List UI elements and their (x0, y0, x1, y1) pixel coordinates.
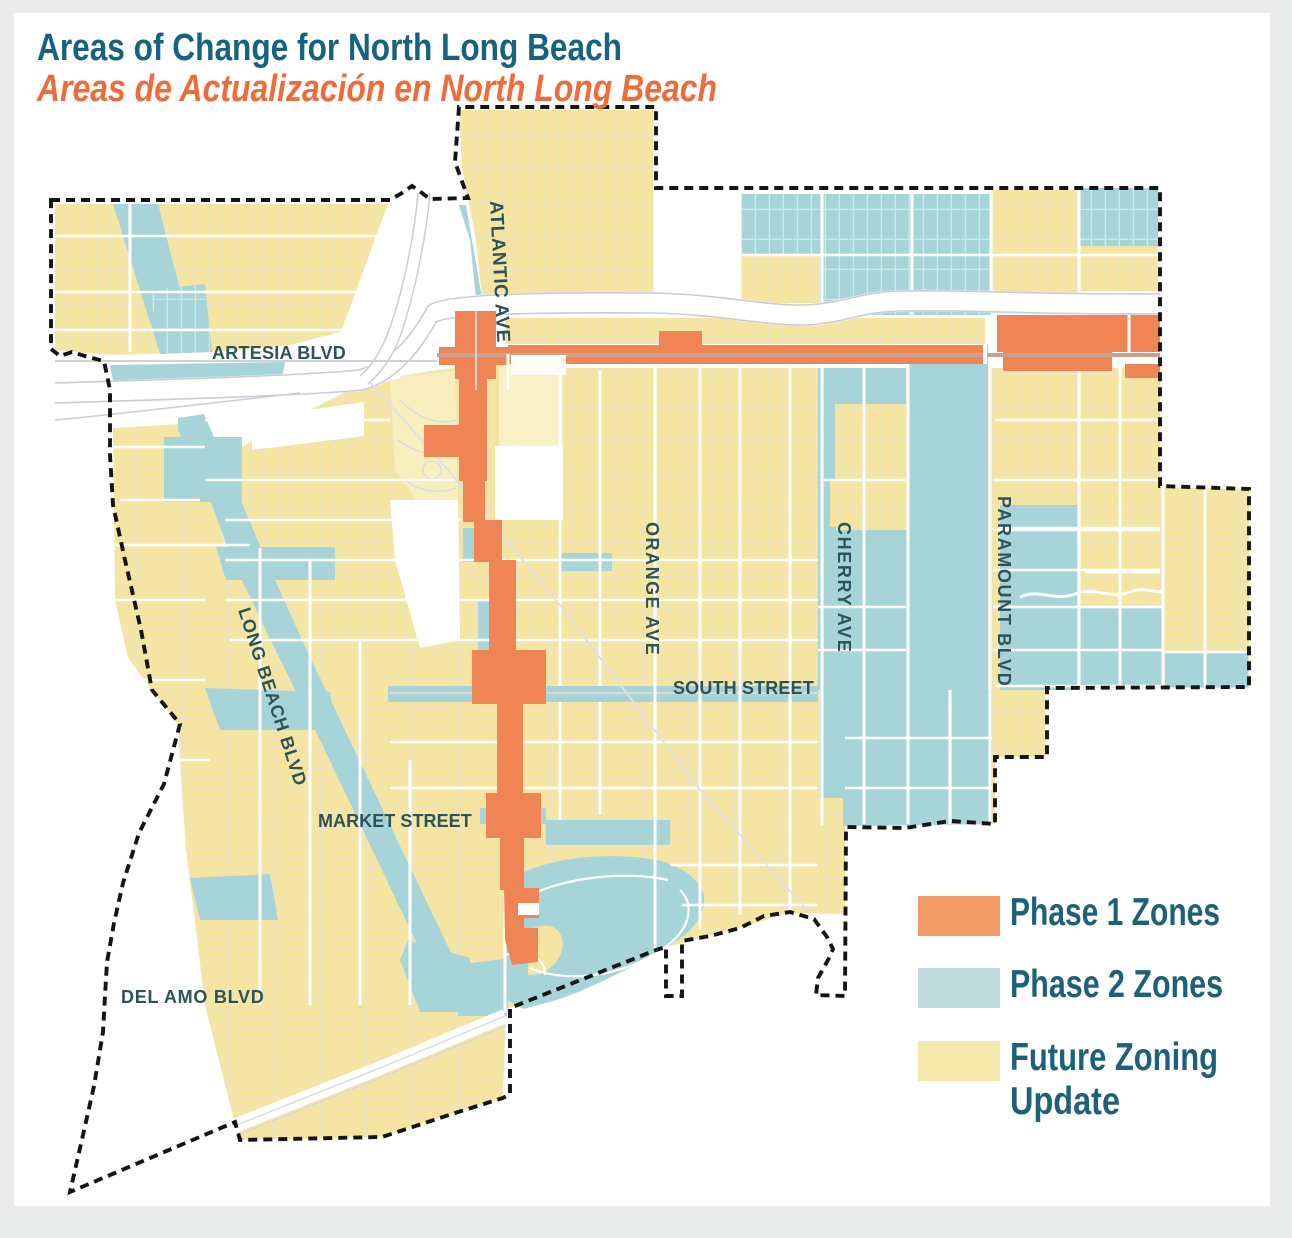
svg-text:ARTESIA BLVD: ARTESIA BLVD (212, 343, 346, 363)
svg-text:DEL AMO BLVD: DEL AMO BLVD (121, 987, 264, 1007)
svg-text:ORANGE AVE: ORANGE AVE (642, 522, 662, 655)
svg-text:Areas of Change for North Long: Areas of Change for North Long Beach (37, 27, 622, 69)
svg-text:Update: Update (1010, 1080, 1120, 1123)
svg-text:MARKET STREET: MARKET STREET (318, 811, 472, 831)
svg-text:SOUTH STREET: SOUTH STREET (673, 678, 814, 698)
svg-text:Areas de Actualización en Nort: Areas de Actualización en North Long Bea… (36, 68, 717, 110)
svg-text:CHERRY AVE: CHERRY AVE (834, 522, 854, 652)
svg-text:Phase 1 Zones: Phase 1 Zones (1010, 891, 1220, 934)
svg-text:Phase 2 Zones: Phase 2 Zones (1010, 963, 1223, 1006)
svg-text:Future Zoning: Future Zoning (1010, 1036, 1218, 1079)
svg-text:PARAMOUNT BLVD: PARAMOUNT BLVD (994, 496, 1014, 686)
